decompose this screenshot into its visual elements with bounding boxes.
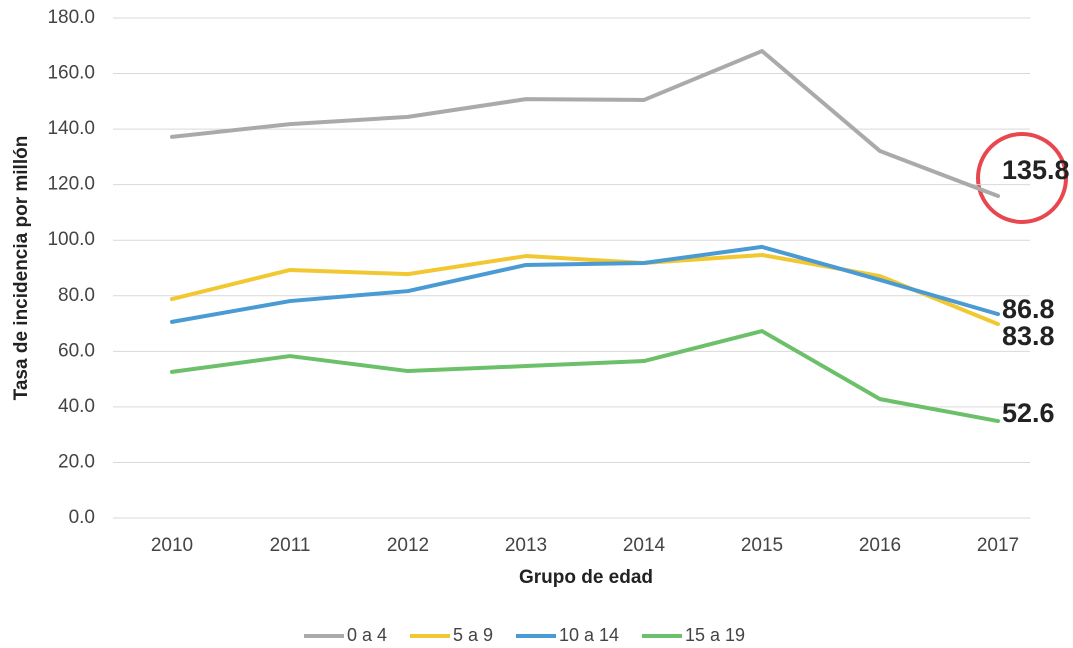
- annotation: 52.6: [1002, 398, 1055, 428]
- x-tick-label: 2010: [151, 535, 193, 556]
- x-tick-label: 2013: [505, 535, 547, 556]
- series-line: [170, 49, 1000, 199]
- y-tick-label: 180.0: [47, 7, 95, 28]
- legend-label: 15 a 19: [685, 625, 745, 645]
- annotation: 86.8: [1002, 294, 1055, 324]
- y-tick-label: 0.0: [69, 507, 95, 528]
- y-tick-label: 140.0: [47, 118, 95, 139]
- y-tick-label: 20.0: [58, 451, 95, 472]
- annotation: 83.8: [1002, 321, 1055, 351]
- series-line: [170, 244, 1000, 324]
- legend-label: 5 a 9: [453, 625, 493, 645]
- x-tick-label: 2016: [859, 535, 901, 556]
- y-tick-label: 60.0: [58, 340, 95, 361]
- y-tick-label: 40.0: [58, 396, 95, 417]
- x-tick-label: 2017: [977, 535, 1019, 556]
- y-tick-label: 120.0: [47, 174, 95, 195]
- annotation: 135.8: [1002, 155, 1070, 185]
- y-tick-label: 80.0: [58, 285, 95, 306]
- x-axis-label: Grupo de edad: [519, 567, 653, 588]
- x-tick-label: 2011: [270, 535, 311, 556]
- x-tick-label: 2014: [623, 535, 666, 556]
- y-axis-label: Tasa de incidencia por millón: [11, 136, 32, 401]
- x-tick-label: 2015: [741, 535, 783, 556]
- x-tick-label: 2012: [387, 535, 429, 556]
- y-tick-label: 100.0: [47, 229, 95, 250]
- legend-label: 10 a 14: [559, 625, 619, 645]
- highlight-circle: [976, 132, 1068, 224]
- y-tick-label: 160.0: [47, 63, 95, 84]
- legend-label: 0 a 4: [347, 625, 387, 645]
- series-line: [170, 329, 1000, 424]
